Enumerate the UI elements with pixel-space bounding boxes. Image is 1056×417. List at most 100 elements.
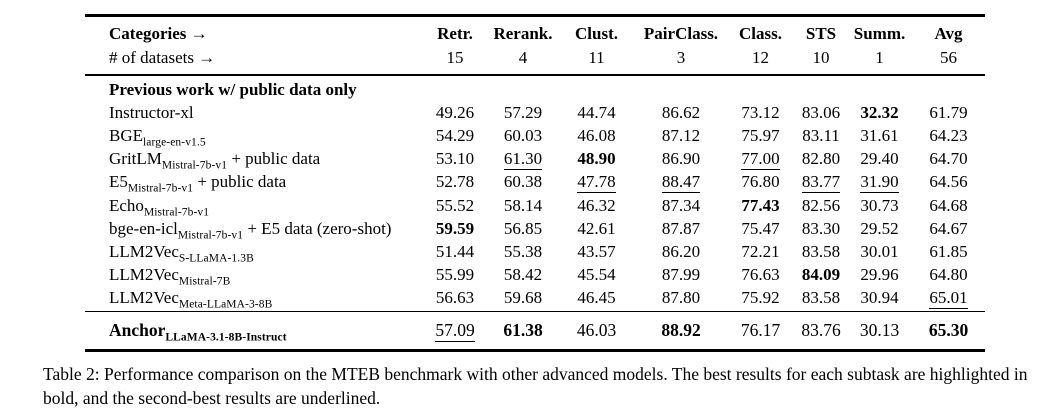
column-header-rerank: Rerank. [493,24,553,43]
column-header-class: Class. [739,24,782,43]
metric-value: 30.94 [860,288,899,308]
metric-value: 51.44 [435,241,475,261]
metric-value: 86.90 [661,149,701,169]
metric-value: 83.06 [801,102,841,122]
metric-value: 87.99 [661,265,701,285]
table-row: BGElarge-en-v1.5 54.29 60.03 46.08 87.12 75.9… [85,124,985,149]
table-bottom-rule [85,349,985,353]
table-anchor-rule [85,310,985,313]
dataset-counts-row: # of datasets → 15 4 11 3 12 10 1 56 [85,46,985,70]
metric-value: 87.34 [661,195,701,215]
table-row: GritLMMistral-7b-v1 + public data 53.10 61… [85,147,985,172]
model-name: bge-en-iclMistral-7b-v1 + E5 data (zero-… [109,218,392,242]
table-body: Previous work w/ public data only Instru… [85,76,985,311]
metric-value: 32.32 [860,102,899,122]
caption-text: Table 2: Performance comparison on the M… [43,364,1028,408]
metric-value: 64.70 [929,149,968,169]
metric-value: 46.32 [577,195,616,215]
metric-value: 56.63 [435,288,475,308]
metric-value: 64.68 [929,195,968,215]
metric-value: 30.73 [860,195,899,215]
table-mid-rule [85,74,985,76]
metric-value: 54.29 [435,125,475,145]
table-row: LLM2VecMeta-LLaMA-3-8B 56.63 59.68 46.45 87.… [85,286,985,311]
metric-value: 64.23 [929,125,968,145]
table-caption: Table 2: Performance comparison on the M… [43,362,1028,410]
model-name: LLM2VecMeta-LLaMA-3-8B [109,288,273,311]
table-header-block: Categories → Retr. Rerank. Clust. PairCl… [85,17,985,74]
metric-value: 60.03 [503,125,543,145]
metric-value: 64.56 [929,172,968,192]
column-header-retr: Retr. [437,24,473,43]
metric-value: 43.57 [577,241,616,261]
model-name: E5Mistral-7b-v1 + public data [109,172,287,195]
model-name: GritLMMistral-7b-v1 + public data [109,149,321,172]
metric-value: 61.79 [929,102,968,122]
dataset-count: 11 [588,48,605,67]
metric-value: 31.61 [860,125,899,145]
metric-value: 42.61 [577,218,616,238]
metric-value: 45.54 [577,265,616,285]
metric-value: 46.08 [577,125,616,145]
metric-value: 75.47 [741,218,780,238]
table-row: LLM2VecS-LLaMA-1.3B 51.44 55.38 43.57 86.20 7… [85,240,985,265]
metric-value: 61.38 [503,320,543,341]
metric-value: 83.76 [801,320,841,341]
metric-value: 53.10 [435,149,475,169]
metric-value: 56.85 [503,218,543,238]
metric-value: 84.09 [801,265,841,285]
metric-value: 83.77 [801,172,841,193]
column-header-sts: STS [805,24,837,43]
metric-value: 83.58 [801,288,841,308]
metric-value: 77.00 [741,149,780,170]
metric-value: 29.40 [860,149,899,169]
column-header-clust: Clust. [575,24,618,43]
metric-value: 57.09 [435,320,475,342]
dataset-count: 15 [446,48,464,67]
metric-value: 48.90 [577,149,616,169]
metric-value: 58.42 [503,265,543,285]
dataset-count: 3 [676,48,686,67]
metric-value: 59.68 [503,288,543,308]
metric-value: 44.74 [577,102,616,122]
metric-value: 88.92 [661,320,701,341]
metric-value: 61.85 [929,241,968,261]
metric-value: 46.03 [576,320,617,341]
metric-value: 55.99 [435,265,475,285]
metric-value: 65.30 [928,320,969,341]
model-name: LLM2VecS-LLaMA-1.3B [109,241,254,265]
metric-value: 72.21 [741,241,780,261]
table-header-row: Categories → Retr. Rerank. Clust. PairCl… [85,22,985,46]
metric-value: 29.52 [860,218,899,238]
datasets-label: # of datasets → [109,48,216,67]
metric-value: 88.47 [661,172,701,193]
section-header-row: Previous work w/ public data only [85,78,985,101]
metric-value: 83.11 [802,125,840,145]
table-row: LLM2VecMistral-7B 55.99 58.42 45.54 87.99 76.… [85,263,985,288]
metric-value: 87.12 [661,125,701,145]
model-name: BGElarge-en-v1.5 [109,125,206,149]
metric-value: 76.63 [741,265,780,285]
metric-value: 76.17 [740,320,781,341]
dataset-count: 1 [875,48,884,67]
metric-value: 75.92 [741,288,780,308]
metric-value: 59.59 [435,218,475,238]
metric-value: 86.62 [661,102,701,122]
anchor-row-block: AnchorLLaMA-3.1-8B-Instruct 57.09 61.38 46.… [85,312,985,349]
metric-value: 83.58 [801,241,841,261]
metric-value: 30.01 [860,241,899,261]
metric-value: 76.80 [741,172,780,192]
dataset-count: 56 [940,48,957,67]
dataset-count: 4 [518,48,528,67]
dataset-count: 10 [812,48,830,67]
metric-value: 31.90 [860,172,899,193]
metric-value: 61.30 [503,149,543,170]
metric-value: 65.01 [929,288,968,309]
metric-value: 82.80 [801,149,841,169]
model-name: LLM2VecMistral-7B [109,265,231,288]
metric-value: 57.29 [503,102,543,122]
metric-value: 87.87 [661,218,701,238]
table-row: EchoMistral-7b-v1 55.52 58.14 46.32 87.34 77.… [85,194,985,218]
metric-value: 46.45 [577,288,616,308]
metric-value: 49.26 [435,102,475,122]
